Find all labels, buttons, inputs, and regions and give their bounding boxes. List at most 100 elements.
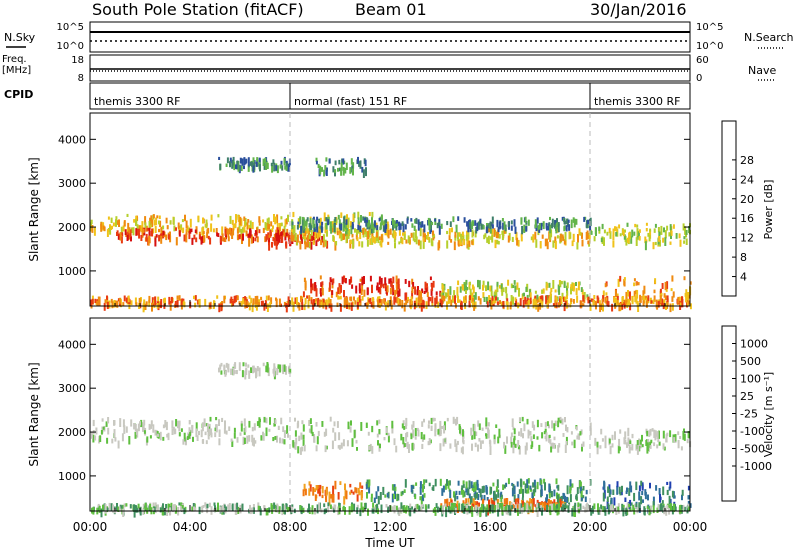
power-cell — [511, 236, 514, 242]
velocity-cell — [564, 444, 567, 453]
velocity-cell — [488, 499, 490, 509]
colorbar-frame — [721, 120, 737, 297]
power-cell — [195, 226, 198, 233]
velocity-cell — [628, 487, 631, 496]
power-cell — [583, 292, 586, 300]
power-cell — [162, 225, 165, 230]
velocity-cell — [224, 420, 226, 429]
power-cell — [291, 297, 294, 305]
power-cell — [118, 297, 121, 304]
power-cell — [578, 228, 581, 236]
power-cell — [501, 289, 504, 296]
velocity-cell — [137, 503, 140, 509]
velocity-cell — [510, 441, 513, 448]
velocity-cell — [281, 503, 284, 512]
velocity-cell — [629, 508, 632, 512]
power-cell — [181, 298, 184, 302]
velocity-cell — [476, 492, 478, 499]
power-cell — [264, 236, 267, 243]
velocity-cell — [538, 506, 541, 511]
velocity-cell — [408, 505, 410, 511]
power-cell — [520, 237, 523, 242]
velocity-cell — [162, 424, 165, 429]
power-cell — [489, 226, 492, 234]
velocity-cell — [462, 484, 465, 488]
power-cell — [362, 227, 365, 235]
power-cell — [604, 283, 607, 288]
velocity-cell — [462, 439, 465, 445]
velocity-cell — [379, 443, 381, 449]
velocity-cell — [463, 503, 466, 508]
power-cell — [576, 242, 579, 250]
velocity-cell — [263, 416, 266, 423]
velocity-cell — [466, 487, 469, 495]
velocity-cell — [553, 489, 556, 497]
power-cell — [309, 218, 312, 226]
station-title: South Pole Station (fitACF) — [92, 0, 304, 19]
velocity-cell — [683, 428, 685, 433]
power-cell — [517, 302, 520, 309]
power-cell — [493, 291, 496, 296]
power-cell — [468, 300, 471, 308]
power-cell — [537, 303, 540, 312]
power-cell — [478, 280, 481, 290]
velocity-cell — [119, 418, 122, 427]
velocity-cell — [503, 441, 506, 449]
power-cell — [158, 228, 160, 233]
power-cell — [506, 298, 509, 304]
power-cell — [658, 231, 661, 239]
velocity-cell — [584, 496, 587, 502]
velocity-cell — [629, 440, 632, 445]
velocity-cell — [500, 497, 503, 503]
power-cell — [347, 217, 350, 222]
power-cell — [546, 226, 548, 231]
velocity-cell — [404, 479, 407, 488]
power-cell — [489, 221, 492, 229]
power-cell — [271, 242, 273, 248]
power-cell — [296, 225, 299, 230]
velocity-cell — [252, 504, 255, 508]
velocity-cell — [100, 430, 103, 435]
velocity-cell — [210, 428, 213, 435]
velocity-cell — [148, 423, 151, 430]
velocity-cell — [458, 490, 461, 495]
nsearch-tick-bottom: 10^0 — [696, 41, 723, 52]
power-cell — [475, 226, 478, 234]
velocity-cell — [308, 503, 310, 511]
power-cell — [564, 231, 567, 241]
velocity-cell — [200, 429, 203, 438]
power-cell — [561, 292, 564, 300]
velocity-cell — [149, 503, 152, 510]
power-cell — [348, 279, 351, 285]
velocity-cell — [262, 362, 265, 367]
power-cell — [279, 223, 281, 232]
velocity-cell — [331, 506, 334, 510]
velocity-cell — [266, 363, 269, 373]
velocity-cell — [230, 368, 233, 375]
velocity-cell — [444, 503, 447, 507]
velocity-cell — [423, 434, 426, 440]
velocity-cell — [373, 497, 376, 503]
power-cell — [310, 229, 313, 236]
velocity-cell — [362, 507, 365, 513]
velocity-cell — [342, 506, 345, 511]
power-cell — [333, 219, 336, 225]
velocity-cell — [570, 431, 573, 435]
power-cell — [422, 229, 425, 238]
beam-title: Beam 01 — [355, 0, 427, 19]
power-cell — [318, 302, 321, 308]
velocity-cell — [412, 429, 415, 438]
power-cell — [624, 229, 626, 233]
power-cell — [346, 214, 348, 221]
velocity-cell — [523, 423, 526, 432]
velocity-cell — [427, 504, 430, 509]
power-cell — [427, 236, 430, 240]
velocity-cell — [520, 499, 523, 504]
power-cell — [548, 222, 551, 227]
velocity-cell — [106, 507, 109, 512]
velocity-cell — [489, 440, 492, 447]
velocity-cell — [513, 435, 516, 441]
velocity-cell — [689, 503, 692, 508]
power-cell — [566, 285, 568, 294]
power-cell — [417, 223, 420, 231]
